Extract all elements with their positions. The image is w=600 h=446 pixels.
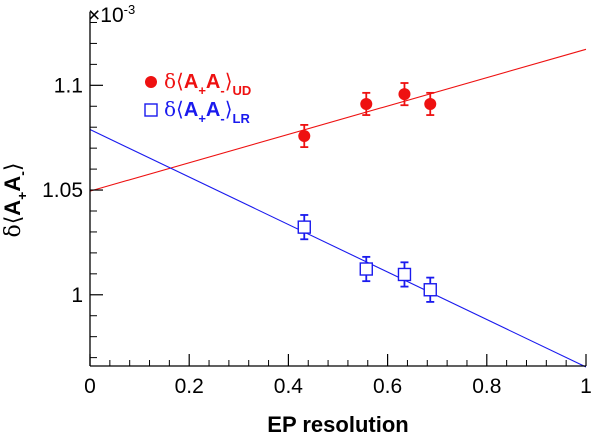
x-tick-label: 0.2 (175, 375, 204, 398)
data-point (423, 283, 437, 297)
y-tick-label: 1.1 (54, 74, 83, 97)
legend-entry-ud: δ⟨A+A-⟩UD (145, 69, 251, 98)
fit-line-0 (89, 48, 587, 192)
y-tick-label: 1 (71, 284, 83, 307)
data-point (360, 97, 373, 110)
legend-marker-ud (145, 76, 157, 88)
legend-marker-lr (144, 103, 158, 117)
legend-label-lr: δ⟨A+A-⟩LR (164, 97, 250, 126)
legend-entry-lr: δ⟨A+A-⟩LR (144, 97, 250, 126)
x-tick-label: 0.4 (274, 375, 304, 398)
y-tick-label: 1.05 (42, 179, 83, 202)
data-point (424, 97, 437, 110)
x-tick-label: 1 (580, 375, 592, 398)
x-tick-label: 0 (84, 375, 96, 398)
data-points (297, 82, 437, 303)
fit-lines (89, 48, 587, 368)
y-multiplier: ×10-3 (88, 2, 135, 27)
fit-line-1 (89, 129, 587, 368)
data-point (297, 220, 311, 234)
data-point (359, 262, 373, 276)
legend-label-ud: δ⟨A+A-⟩UD (164, 69, 251, 98)
data-point (398, 88, 411, 101)
x-axis-title: EP resolution (267, 412, 408, 437)
data-point (298, 130, 311, 143)
legend: δ⟨A+A-⟩UD δ⟨A+A-⟩LR (144, 69, 251, 126)
data-point (397, 267, 412, 282)
axes: 0 0.2 0.4 0.6 0.8 1 1 1.05 1.1 (42, 12, 592, 398)
x-tick-label: 0.8 (472, 375, 501, 398)
x-tick-label: 0.6 (373, 375, 402, 398)
y-axis-title: δ⟨A+A-⟩ (0, 162, 30, 237)
